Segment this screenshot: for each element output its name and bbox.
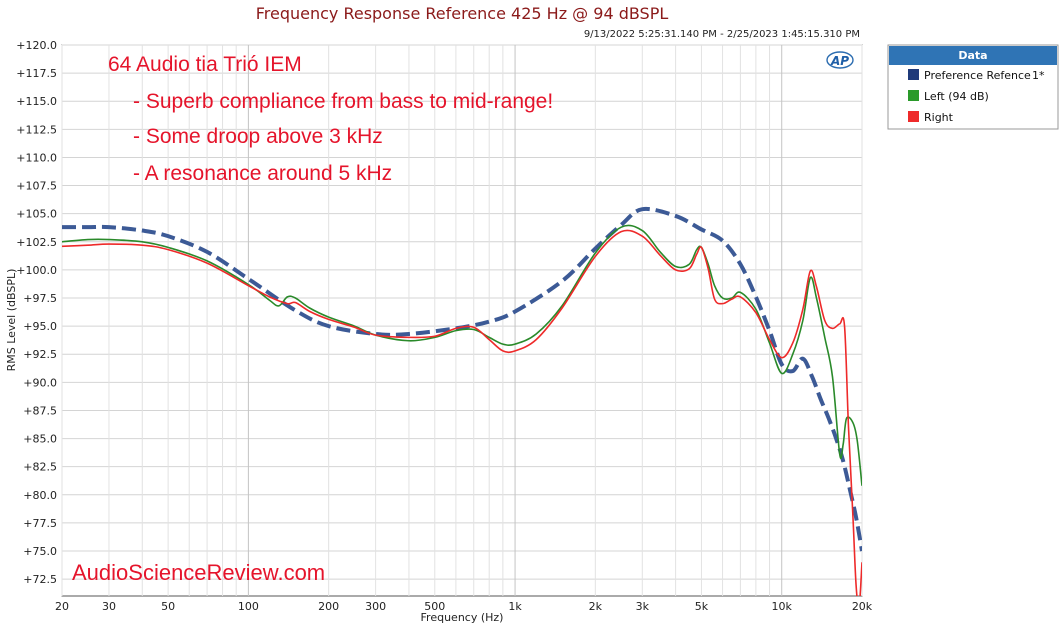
- y-tick-label: +77.5: [23, 517, 57, 530]
- y-tick-label: +92.5: [23, 348, 57, 361]
- plot-frame: [61, 44, 863, 597]
- y-tick-label: +85.0: [23, 433, 57, 446]
- y-tick-label: +105.0: [16, 208, 57, 221]
- y-tick-label: +102.5: [16, 236, 57, 249]
- x-tick-label: 500: [424, 600, 445, 613]
- x-tick-label: 200: [318, 600, 339, 613]
- series-line-left-94-db: [62, 224, 862, 486]
- legend-swatch-preference: [908, 69, 919, 80]
- y-tick-label: +107.5: [16, 180, 57, 193]
- legend-swatch-right: [908, 111, 919, 122]
- series-line-preference-refence: [62, 206, 862, 552]
- y-tick-label: +87.5: [23, 404, 57, 417]
- legend-header: [889, 46, 1057, 65]
- y-tick-label: +75.0: [23, 545, 57, 558]
- y-tick-label: +95.0: [23, 320, 57, 333]
- x-axis-ticks: 20 30 50 100 200 300 500 1k 2k 3k 5k 10k 20k: [55, 600, 873, 613]
- legend-title: Data: [958, 49, 987, 62]
- annotation-line-1: - Superb compliance from bass to mid-ran…: [133, 90, 553, 113]
- x-tick-label: 3k: [636, 600, 650, 613]
- legend-note: 1*: [1032, 69, 1045, 82]
- annotation-line-2: - Some droop above 3 kHz: [133, 125, 383, 148]
- legend-swatch-left: [908, 90, 919, 101]
- y-tick-label: +80.0: [23, 489, 57, 502]
- plot-area: [61, 44, 863, 597]
- legend: Data Preference Refence 1* Left (94 dB) …: [887, 44, 1059, 130]
- grid-lines: [61, 44, 863, 596]
- x-axis-title: Frequency (Hz): [421, 611, 504, 624]
- legend-label-preference: Preference Refence: [924, 69, 1031, 82]
- ap-logo-ring: [826, 51, 854, 69]
- ap-logo-text: AP: [830, 54, 849, 68]
- x-tick-label: 2k: [589, 600, 603, 613]
- watermark: AudioScienceReview.com: [72, 560, 325, 585]
- x-tick-label: 20: [55, 600, 69, 613]
- y-tick-label: +97.5: [23, 292, 57, 305]
- ap-logo-icon: AP: [826, 51, 854, 69]
- x-tick-label: 100: [238, 600, 259, 613]
- x-tick-label: 50: [161, 600, 175, 613]
- y-tick-label: +100.0: [16, 264, 57, 277]
- x-tick-label: 300: [365, 600, 386, 613]
- y-axis-title: RMS Level (dBSPL): [5, 269, 18, 372]
- annotation-line-3: - A resonance around 5 kHz: [133, 162, 392, 185]
- legend-label-right: Right: [924, 111, 954, 124]
- y-tick-label: +82.5: [23, 461, 57, 474]
- y-tick-label: +110.0: [16, 151, 57, 164]
- annotation-heading: 64 Audio tia Trió IEM: [108, 53, 302, 76]
- series-lines: [62, 206, 862, 596]
- x-tick-label: 10k: [772, 600, 793, 613]
- y-tick-label: +112.5: [16, 123, 57, 136]
- x-tick-label: 1k: [508, 600, 522, 613]
- chart-subtitle: 9/13/2022 5:25:31.140 PM - 2/25/2023 1:4…: [584, 29, 860, 40]
- x-tick-label: 30: [102, 600, 116, 613]
- legend-label-left: Left (94 dB): [924, 90, 989, 103]
- y-axis-ticks: +120.0 +117.5 +115.0 +112.5 +110.0 +107.5 +105…: [16, 39, 57, 586]
- x-tick-label: 20k: [852, 600, 873, 613]
- y-tick-label: +90.0: [23, 376, 57, 389]
- chart-title: Frequency Response Reference 425 Hz @ 94…: [256, 4, 669, 23]
- x-tick-label: 5k: [695, 600, 709, 613]
- y-tick-label: +72.5: [23, 573, 57, 586]
- series-line-right: [62, 229, 862, 596]
- y-tick-label: +117.5: [16, 67, 57, 80]
- y-tick-label: +115.0: [16, 95, 57, 108]
- y-tick-label: +120.0: [16, 39, 57, 52]
